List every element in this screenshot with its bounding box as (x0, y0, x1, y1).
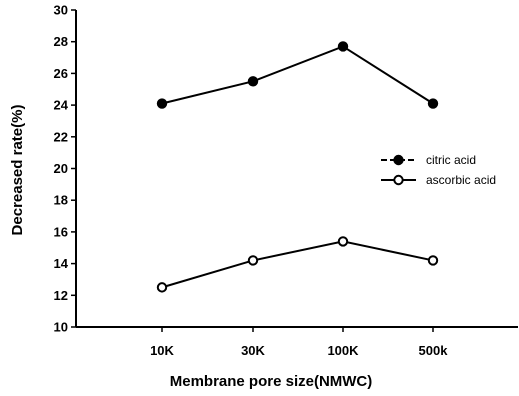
x-axis-ticks: 10K 30K 100K 500k (150, 327, 448, 358)
y-axis-title: Decreased rate(%) (9, 105, 26, 236)
citric-acid-line (161, 45, 434, 105)
y-tick-label: 18 (54, 193, 68, 208)
x-tick-label: 100K (327, 343, 359, 358)
x-tick-label: 10K (150, 343, 174, 358)
y-tick-label: 14 (54, 256, 69, 271)
legend-ascorbic-acid-marker (393, 174, 404, 186)
y-axis-ticks: 10 12 14 16 18 20 22 24 26 28 30 (54, 3, 76, 335)
citric-acid-point (156, 98, 168, 109)
y-tick-label: 12 (54, 288, 68, 303)
y-tick-label: 30 (54, 3, 68, 18)
citric-acid-point (247, 76, 259, 87)
ascorbic-acid-point (247, 255, 259, 266)
x-axis-title: Membrane pore size(NMWC) (170, 373, 373, 390)
legend-citric-acid-label: citric acid (426, 153, 476, 167)
citric-acid-point (427, 98, 439, 109)
y-tick-label: 26 (54, 66, 68, 81)
y-tick-label: 24 (54, 98, 69, 113)
y-tick-label: 10 (54, 320, 68, 335)
ascorbic-acid-point (156, 282, 168, 293)
ascorbic-acid-point (427, 255, 439, 266)
ascorbic-acid-line (161, 240, 434, 289)
legend-citric-acid-marker (393, 154, 404, 166)
ascorbic-acid-point (337, 236, 349, 247)
y-tick-label: 16 (54, 224, 68, 239)
x-tick-label: 500k (419, 343, 449, 358)
y-tick-label: 28 (54, 34, 68, 49)
legend-ascorbic-acid-label: ascorbic acid (426, 173, 496, 187)
x-tick-label: 30K (241, 343, 265, 358)
y-tick-label: 22 (54, 129, 68, 144)
series-layer (156, 41, 439, 293)
citric-acid-point (337, 41, 349, 52)
y-tick-label: 20 (54, 161, 68, 176)
legend: citric acid ascorbic acid (381, 153, 496, 187)
